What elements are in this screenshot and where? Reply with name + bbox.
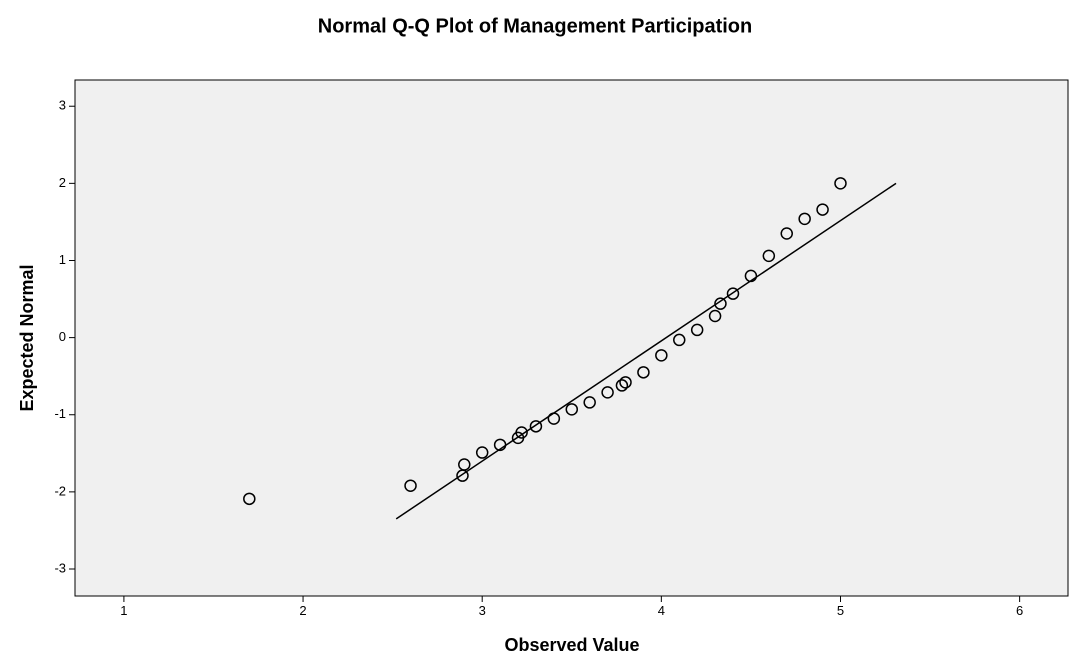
point [714, 297, 727, 310]
x-tick-label: 1 [120, 603, 127, 618]
point [798, 212, 811, 226]
y-tick-label: 2 [59, 175, 66, 190]
x-tick-label: 4 [658, 603, 665, 618]
x-tick-label: 3 [479, 603, 486, 618]
point [404, 479, 417, 492]
point [515, 426, 528, 439]
y-tick-label: 3 [59, 98, 66, 113]
point [690, 323, 704, 337]
x-axis-label: Observed Value [504, 635, 639, 655]
point [243, 492, 256, 506]
point [726, 287, 740, 300]
point [565, 403, 579, 416]
reference-line [395, 182, 897, 520]
point [780, 227, 793, 240]
point [493, 438, 507, 452]
point [816, 203, 829, 216]
point [547, 412, 561, 425]
y-tick-label: 1 [59, 252, 66, 267]
point [615, 379, 629, 392]
plot-area [74, 79, 1069, 597]
x-tick-label: 6 [1016, 603, 1023, 618]
point [762, 249, 776, 263]
point [655, 349, 668, 362]
y-tick-label: -2 [54, 483, 66, 498]
point [601, 386, 614, 399]
point [744, 269, 758, 283]
point [475, 446, 489, 459]
x-tick-label: 5 [837, 603, 844, 618]
point [583, 396, 596, 409]
point [708, 309, 722, 323]
chart-title: Normal Q-Q Plot of Management Participat… [318, 15, 753, 37]
point [529, 420, 543, 433]
point [673, 333, 686, 347]
y-tick-label: -3 [54, 560, 66, 575]
x-tick-label: 2 [299, 603, 306, 618]
point [458, 458, 471, 471]
point [619, 376, 632, 389]
y-tick-label: 0 [59, 329, 66, 344]
y-tick-label: -1 [54, 406, 66, 421]
y-axis-label: Expected Normal [17, 264, 37, 411]
point [637, 366, 650, 379]
point [834, 177, 847, 190]
